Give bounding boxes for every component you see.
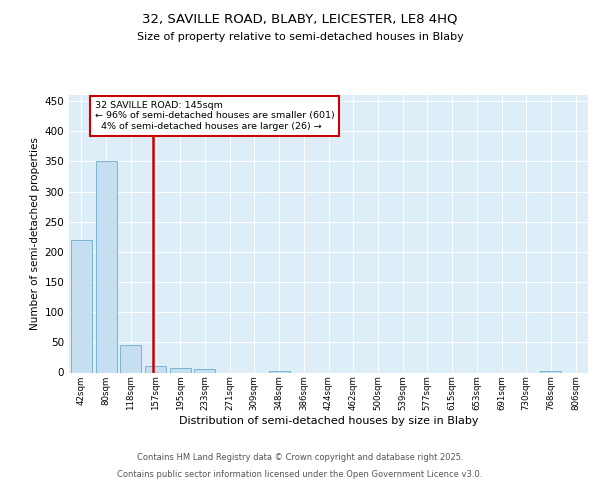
Text: 32 SAVILLE ROAD: 145sqm
← 96% of semi-detached houses are smaller (601)
  4% of : 32 SAVILLE ROAD: 145sqm ← 96% of semi-de… [95, 101, 335, 131]
Text: Contains public sector information licensed under the Open Government Licence v3: Contains public sector information licen… [118, 470, 482, 479]
Bar [269, 370, 290, 372]
Bar [95, 162, 116, 372]
Y-axis label: Number of semi-detached properties: Number of semi-detached properties [30, 138, 40, 330]
Bar [120, 346, 141, 372]
Bar [71, 240, 92, 372]
Text: Contains HM Land Registry data © Crown copyright and database right 2025.: Contains HM Land Registry data © Crown c… [137, 452, 463, 462]
Bar [145, 366, 166, 372]
Bar [170, 368, 191, 372]
Text: 32, SAVILLE ROAD, BLABY, LEICESTER, LE8 4HQ: 32, SAVILLE ROAD, BLABY, LEICESTER, LE8 … [142, 12, 458, 26]
X-axis label: Distribution of semi-detached houses by size in Blaby: Distribution of semi-detached houses by … [179, 416, 478, 426]
Bar [541, 370, 562, 372]
Bar [194, 369, 215, 372]
Text: Size of property relative to semi-detached houses in Blaby: Size of property relative to semi-detach… [137, 32, 463, 42]
